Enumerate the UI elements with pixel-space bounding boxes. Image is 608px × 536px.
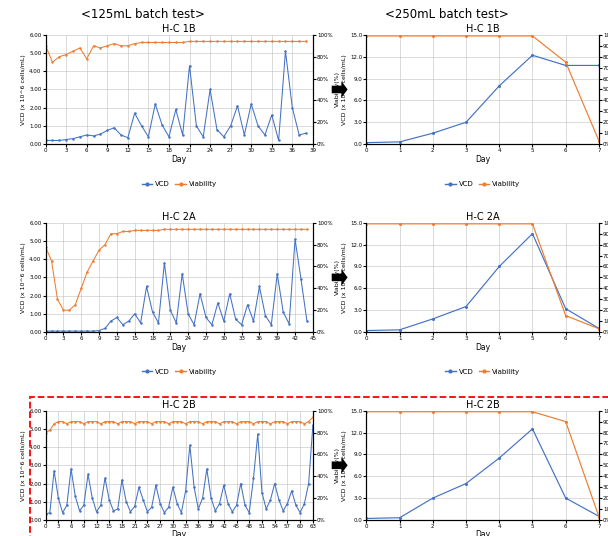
- Y-axis label: Viability(%): Viability(%): [336, 448, 340, 483]
- X-axis label: Day: Day: [171, 531, 187, 536]
- Legend: VCD, Viability: VCD, Viability: [139, 366, 219, 378]
- Y-axis label: VCD (x 10^6 cells/mL): VCD (x 10^6 cells/mL): [342, 242, 347, 312]
- X-axis label: Day: Day: [475, 343, 490, 352]
- Y-axis label: Viability(%): Viability(%): [336, 71, 340, 107]
- Legend: VCD, Viability: VCD, Viability: [443, 366, 523, 378]
- Y-axis label: VCD (x 10^6 cells/mL): VCD (x 10^6 cells/mL): [342, 54, 347, 125]
- Y-axis label: VCD (x 10^6 cells/mL): VCD (x 10^6 cells/mL): [21, 54, 26, 125]
- Text: <250mL batch test>: <250mL batch test>: [385, 8, 509, 21]
- Title: H-C 2A: H-C 2A: [466, 212, 500, 222]
- Y-axis label: VCD (x 10^6 cells/mL): VCD (x 10^6 cells/mL): [21, 242, 26, 312]
- Title: H-C 1B: H-C 1B: [162, 24, 196, 34]
- Y-axis label: Viability(%): Viability(%): [336, 259, 340, 295]
- Title: H-C 2B: H-C 2B: [162, 400, 196, 410]
- Legend: VCD, Viability: VCD, Viability: [443, 178, 523, 190]
- Text: <125mL batch test>: <125mL batch test>: [81, 8, 205, 21]
- X-axis label: Day: Day: [171, 155, 187, 163]
- X-axis label: Day: Day: [475, 155, 490, 163]
- Title: H-C 2A: H-C 2A: [162, 212, 196, 222]
- X-axis label: Day: Day: [475, 531, 490, 536]
- Title: H-C 1B: H-C 1B: [466, 24, 500, 34]
- Y-axis label: VCD (x 10^6 cells/mL): VCD (x 10^6 cells/mL): [342, 430, 347, 501]
- Title: H-C 2B: H-C 2B: [466, 400, 500, 410]
- Legend: VCD, Viability: VCD, Viability: [139, 178, 219, 190]
- Y-axis label: VCD (x 10^6 cells/mL): VCD (x 10^6 cells/mL): [21, 430, 26, 501]
- X-axis label: Day: Day: [171, 343, 187, 352]
